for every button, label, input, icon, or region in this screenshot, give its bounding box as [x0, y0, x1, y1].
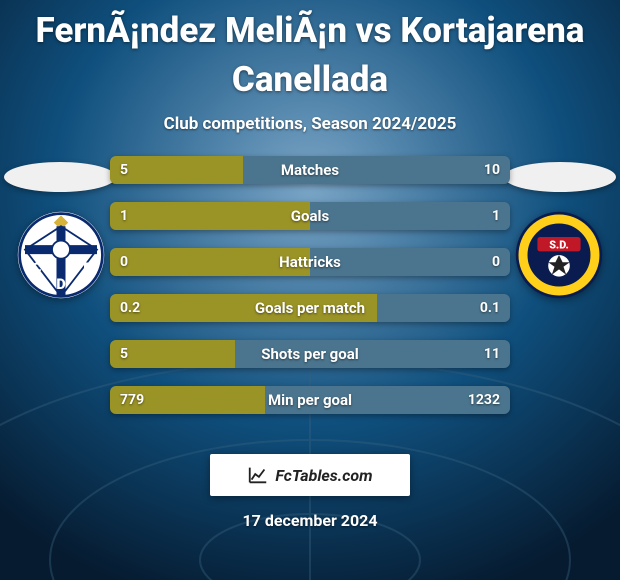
comparison-stage: C D T S.D. 5Matches101Goals10Hattricks00…	[0, 134, 620, 580]
stat-right-value: 10	[474, 156, 510, 184]
stat-right-value: 0	[482, 248, 510, 276]
player-oval-left	[4, 162, 116, 192]
club-crest-right: S.D.	[514, 210, 604, 300]
brand-text: FcTables.com	[275, 466, 372, 485]
date-label: 17 december 2024	[242, 511, 377, 530]
stat-right-value: 1232	[458, 386, 510, 414]
brand-badge: FcTables.com	[210, 454, 410, 496]
stat-right-value: 11	[474, 340, 510, 368]
svg-text:S.D.: S.D.	[549, 239, 569, 252]
club-crest-left: C D T	[16, 210, 106, 300]
stat-right-value: 0.1	[470, 294, 510, 322]
chart-icon	[247, 464, 269, 486]
stat-right-value: 1	[482, 202, 510, 230]
player-oval-right	[504, 162, 616, 192]
svg-text:T: T	[81, 260, 90, 277]
svg-text:C: C	[32, 260, 42, 277]
page-title: FernÃ¡ndez MeliÃ¡n vs Kortajarena Canell…	[0, 6, 620, 104]
subtitle: Club competitions, Season 2024/2025	[164, 114, 457, 134]
svg-text:D: D	[56, 276, 65, 293]
